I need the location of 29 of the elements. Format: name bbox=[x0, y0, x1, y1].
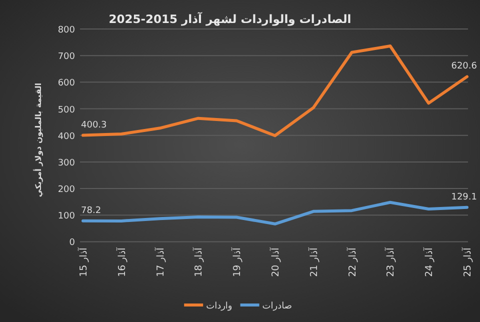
y-tick-label: 600 bbox=[58, 78, 76, 89]
x-tick-label: آذار 17 bbox=[154, 247, 166, 277]
y-axis-title: القيمة بالمليون دولار أمريكي bbox=[33, 82, 43, 198]
x-tick-label: آذار 22 bbox=[346, 247, 358, 277]
y-tick-label: 0 bbox=[69, 238, 76, 248]
y-tick-label: 700 bbox=[58, 52, 76, 62]
y-tick-label: 500 bbox=[58, 105, 76, 116]
y-tick-label: 100 bbox=[58, 212, 76, 222]
legend-label: واردات bbox=[206, 302, 232, 312]
x-tick-label: آذار 20 bbox=[270, 247, 282, 277]
chart-title: الصادرات والواردات لشهر آذار 2015-2025 bbox=[108, 12, 352, 26]
x-tick-label: آذار 21 bbox=[308, 247, 320, 277]
x-tick-label: آذار 15 bbox=[78, 247, 90, 277]
x-tick-label: آذار 19 bbox=[231, 247, 244, 277]
y-tick-label: 400 bbox=[58, 132, 76, 142]
legend-label: صادرات bbox=[262, 302, 292, 312]
data-label: 78.2 bbox=[81, 206, 102, 216]
data-label: 400.3 bbox=[81, 120, 107, 130]
x-tick-label: آذار 16 bbox=[116, 247, 128, 277]
data-label: 129.1 bbox=[451, 192, 477, 202]
x-tick-label: آذار 25 bbox=[462, 247, 474, 277]
x-tick-label: آذار 23 bbox=[384, 247, 397, 277]
y-tick-label: 200 bbox=[58, 185, 76, 196]
y-tick-label: 300 bbox=[58, 158, 76, 168]
line-series bbox=[82, 200, 468, 226]
x-tick-label: آذار 24 bbox=[423, 247, 436, 277]
y-tick-label: 800 bbox=[58, 26, 76, 36]
data-label: 620.6 bbox=[451, 62, 478, 72]
x-tick-label: آذار 18 bbox=[192, 247, 205, 277]
